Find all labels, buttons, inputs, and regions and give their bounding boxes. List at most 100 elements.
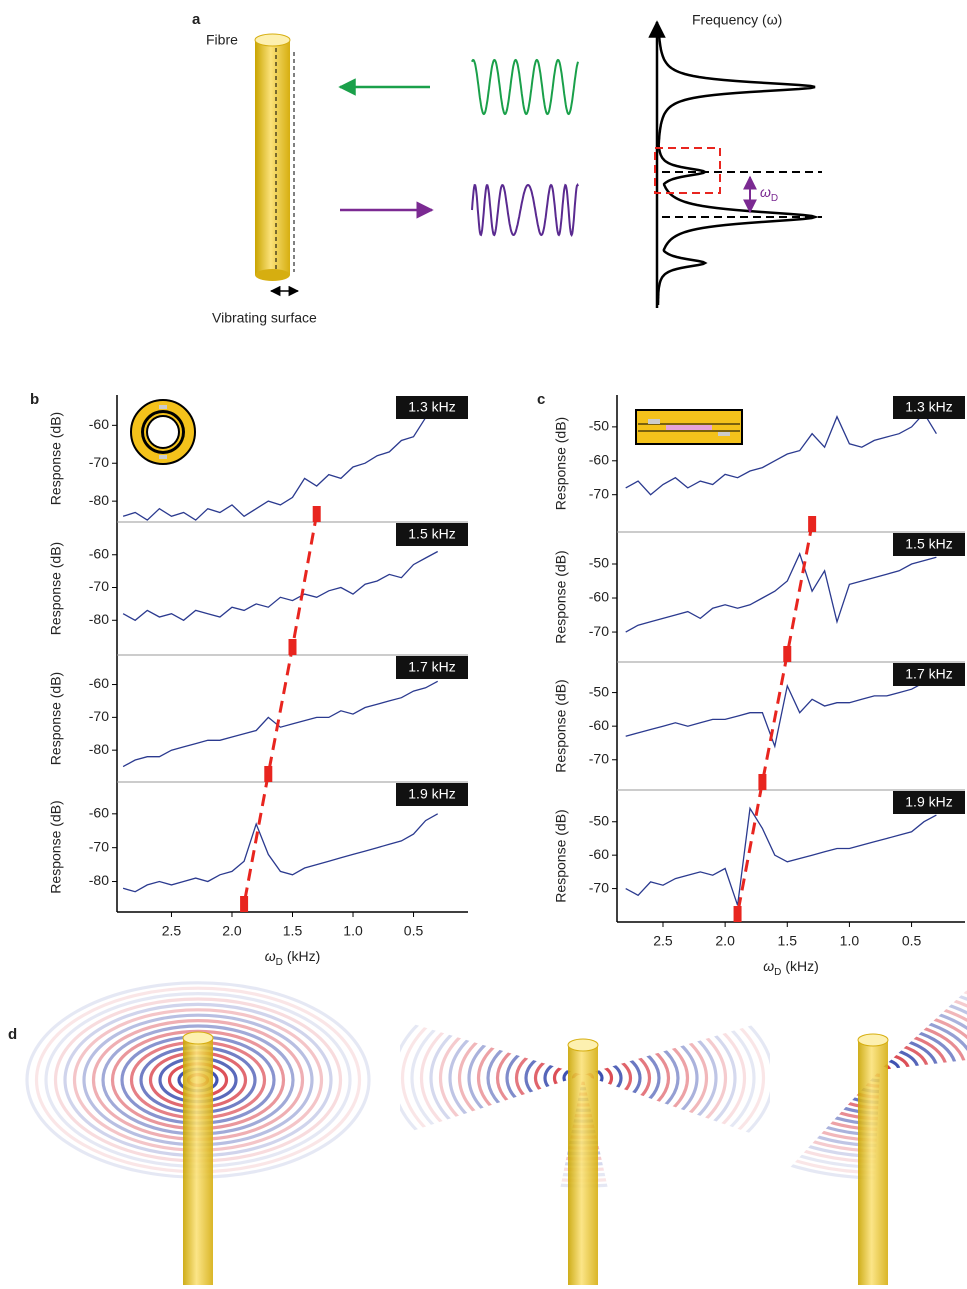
x-tick-label: 2.5 — [162, 923, 182, 939]
x-tick-label: 2.0 — [222, 923, 242, 939]
response-trace — [625, 678, 937, 749]
y-tick-label: -80 — [89, 872, 109, 888]
y-tick-label: -70 — [89, 838, 109, 854]
x-tick-label: 1.5 — [778, 933, 798, 949]
tag-box — [396, 783, 468, 806]
y-tick-label: -70 — [89, 578, 109, 594]
ring-inset — [130, 399, 196, 465]
response-trace — [122, 550, 439, 622]
panel-label: c — [537, 391, 545, 408]
chart: c 2.5 2.0 1.5 1.0 0.5 ωD (kHz) -50 -60 -70 Response… — [537, 391, 965, 978]
frequency-label: Frequency (ω) — [692, 12, 782, 28]
x-label-unit: (kHz) — [287, 948, 320, 964]
y-tick-label: -80 — [89, 492, 109, 508]
tag-box — [893, 663, 965, 686]
green-wave — [471, 58, 579, 116]
y-tick-label: -70 — [589, 485, 609, 501]
y-tick-label: -50 — [589, 555, 609, 571]
fibre-label: Fibre — [206, 32, 238, 48]
omega-subscript: D — [771, 193, 778, 204]
tag-box — [396, 523, 468, 546]
chart: b 2.5 2.0 1.5 1.0 0.5 ωD (kHz) -60 -70 -80 Response… — [30, 391, 468, 968]
y-tick-label: -80 — [89, 611, 109, 627]
panel-label: b — [30, 391, 39, 408]
x-label-symbol: ω — [265, 948, 276, 964]
fibre-top — [857, 1033, 889, 1047]
guide-line — [242, 513, 319, 905]
tag-label: 1.9 kHz — [905, 794, 952, 810]
tag-box — [396, 656, 468, 679]
surface-label: Vibrating surface — [212, 310, 317, 326]
purple-wave — [471, 183, 579, 237]
x-label-unit: (kHz) — [785, 958, 818, 974]
response-trace — [122, 409, 439, 521]
response-trace — [625, 806, 937, 906]
charts: b2.5 2.0 1.5 1.0 0.5ωD (kHz)-60-70-80Response… — [30, 391, 965, 978]
y-tick-label: -70 — [589, 879, 609, 895]
tag-box — [396, 396, 468, 419]
fibre-top — [182, 1031, 214, 1045]
y-tick-label: -60 — [89, 416, 109, 432]
y-tick-label: -70 — [89, 708, 109, 724]
y-axis-label: Response (dB) — [553, 550, 569, 643]
tag-label: 1.5 kHz — [905, 536, 952, 552]
x-tick-label: 0.5 — [902, 933, 922, 949]
tag-label: 1.9 kHz — [408, 786, 455, 802]
x-label-symbol: ω — [763, 958, 774, 974]
fibre-top — [567, 1038, 599, 1052]
wave-ring — [760, 990, 967, 1169]
fibre-bottom — [255, 269, 290, 281]
x-tick-label: 1.0 — [840, 933, 860, 949]
response-trace — [625, 552, 937, 633]
y-tick-label: -80 — [89, 741, 109, 757]
y-tick-label: -60 — [89, 675, 109, 691]
response-trace — [625, 412, 937, 496]
y-tick-label: -60 — [89, 545, 109, 561]
y-tick-label: -60 — [589, 846, 609, 862]
y-axis-label: Response (dB) — [48, 800, 64, 893]
x-tick-label: 1.5 — [283, 923, 303, 939]
frequency-marker — [783, 646, 792, 662]
y-tick-label: -60 — [89, 805, 109, 821]
y-tick-label: -60 — [589, 451, 609, 467]
y-tick-label: -70 — [589, 750, 609, 766]
y-tick-label: -60 — [589, 717, 609, 733]
fibre — [255, 40, 290, 275]
y-tick-label: -60 — [589, 589, 609, 605]
x-label-subscript: D — [276, 957, 283, 968]
x-tick-label: 2.5 — [653, 933, 673, 949]
y-tick-label: -50 — [589, 683, 609, 699]
slab-inset — [635, 409, 743, 445]
highlight-box — [654, 147, 721, 194]
panel-label: a — [192, 11, 201, 28]
x-axis-label: ωD (kHz) — [265, 948, 321, 968]
tag-box — [893, 396, 965, 419]
wave-ring — [760, 990, 967, 1164]
fibre-top — [254, 33, 291, 47]
fibre — [568, 1045, 598, 1285]
y-axis-label: Response (dB) — [48, 542, 64, 635]
panel-label: d — [8, 1026, 17, 1043]
x-axis-label: ωD (kHz) — [763, 958, 819, 978]
omega-symbol: ω — [760, 184, 771, 200]
frequency-marker — [240, 896, 249, 912]
y-tick-label: -50 — [589, 812, 609, 828]
frequency-marker — [758, 774, 767, 790]
y-axis-label: Response (dB) — [48, 672, 64, 765]
y-axis-label: Response (dB) — [48, 412, 64, 505]
tag-label: 1.3 kHz — [905, 399, 952, 415]
tag-label: 1.3 kHz — [408, 399, 455, 415]
tag-box — [893, 533, 965, 556]
omega-label: ωD — [760, 184, 778, 204]
fibre — [858, 1040, 888, 1285]
fibre — [183, 1038, 213, 1285]
tag-label: 1.7 kHz — [408, 659, 455, 675]
tag-label: 1.5 kHz — [408, 526, 455, 542]
y-axis-label: Response (dB) — [553, 417, 569, 510]
y-axis-label: Response (dB) — [553, 679, 569, 772]
response-trace — [122, 813, 439, 893]
y-tick-label: -70 — [89, 454, 109, 470]
tag-label: 1.7 kHz — [905, 666, 952, 682]
tag-box — [893, 791, 965, 814]
